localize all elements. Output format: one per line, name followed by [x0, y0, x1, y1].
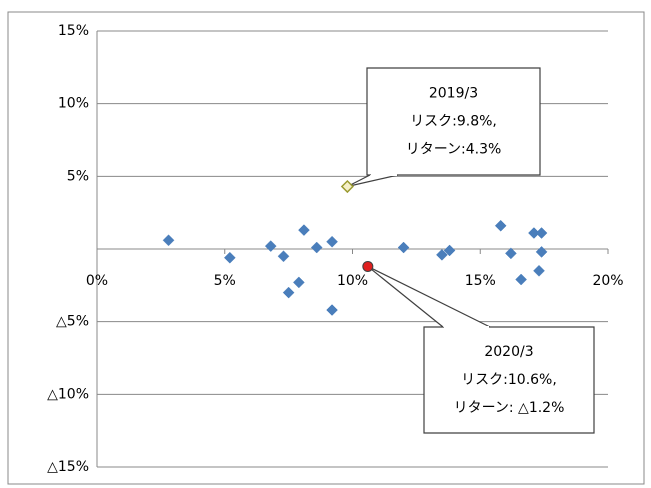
x-tick-label: 0%: [86, 273, 108, 289]
annotation-text: リターン: △1.2%: [454, 400, 565, 416]
point: [436, 248, 448, 261]
point: [277, 250, 290, 263]
point: [326, 235, 338, 248]
y-tick-label: 10%: [58, 96, 89, 112]
point: [362, 260, 374, 272]
x-tick-label: 15%: [465, 273, 496, 289]
annotation-text: リターン:4.3%: [406, 142, 502, 158]
y-tick-label: △5%: [56, 314, 89, 330]
point: [264, 240, 277, 252]
point: [494, 219, 507, 232]
point: [443, 244, 456, 257]
annotation-text: 2019/3: [429, 86, 478, 102]
point: [535, 246, 548, 258]
y-tick-label: △10%: [47, 386, 89, 402]
callout: [423, 326, 595, 434]
point: [292, 276, 305, 289]
x-tick-label: 10%: [337, 273, 368, 289]
annotation-text: リスク:9.8%,: [410, 114, 497, 130]
point: [162, 234, 175, 247]
point: [326, 304, 338, 316]
y-tick-label: 15%: [58, 23, 89, 39]
y-tick-label: 5%: [67, 168, 89, 184]
point: [505, 247, 517, 260]
point: [340, 179, 354, 194]
point: [535, 227, 548, 239]
point: [397, 241, 410, 254]
callout: [366, 67, 541, 176]
y-tick-label: △15%: [47, 459, 89, 475]
point: [533, 264, 545, 277]
point: [310, 241, 323, 254]
x-tick-label: 5%: [214, 273, 236, 289]
annotation-text: リスク:10.6%,: [461, 372, 557, 388]
point: [515, 273, 527, 286]
annotation-text: 2020/3: [484, 344, 533, 360]
point: [298, 224, 310, 236]
point: [282, 286, 295, 299]
x-tick-label: 20%: [592, 273, 623, 289]
point: [224, 251, 236, 264]
